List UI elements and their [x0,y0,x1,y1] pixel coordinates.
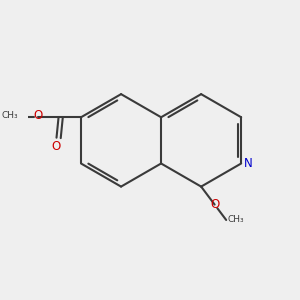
Text: N: N [243,157,252,170]
Text: O: O [211,198,220,211]
Text: O: O [51,140,61,153]
Text: CH₃: CH₃ [227,215,244,224]
Text: O: O [33,110,43,122]
Text: CH₃: CH₃ [2,112,18,121]
